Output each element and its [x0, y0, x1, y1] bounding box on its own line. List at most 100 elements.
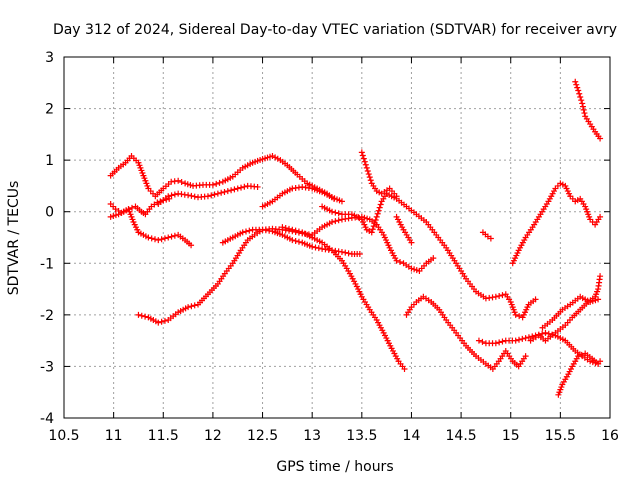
- series-track-5: [259, 183, 345, 210]
- data-point: [142, 313, 149, 320]
- data-point: [161, 235, 168, 242]
- data-point: [499, 338, 506, 345]
- data-point: [211, 191, 218, 198]
- data-point: [282, 225, 289, 232]
- data-point: [185, 192, 192, 199]
- data-point: [168, 192, 175, 199]
- data-point: [577, 93, 584, 100]
- data-point: [362, 161, 369, 168]
- data-point: [165, 234, 172, 241]
- data-point: [373, 213, 380, 220]
- data-point: [178, 179, 185, 186]
- data-point: [295, 228, 302, 235]
- data-point: [158, 318, 165, 325]
- data-point: [184, 181, 191, 188]
- data-point: [359, 152, 366, 159]
- data-point: [160, 197, 167, 204]
- data-point: [539, 330, 546, 337]
- data-point: [487, 235, 494, 242]
- data-point: [342, 249, 349, 256]
- data-point: [597, 358, 604, 365]
- data-point: [157, 198, 164, 205]
- data-point: [370, 223, 377, 230]
- y-tick-label: -4: [40, 411, 54, 427]
- y-axis-label: SDTVAR / TECUs: [6, 181, 22, 296]
- data-point: [338, 198, 345, 205]
- data-point: [575, 87, 582, 94]
- data-point: [274, 155, 281, 162]
- data-point: [581, 110, 588, 117]
- data-point: [188, 242, 195, 249]
- x-tick-label: 16: [601, 428, 619, 444]
- data-point: [525, 334, 532, 341]
- data-point: [224, 188, 231, 195]
- data-point: [372, 216, 379, 223]
- data-point: [363, 164, 370, 171]
- y-tick-label: 0: [45, 205, 54, 221]
- data-point: [155, 237, 162, 244]
- y-tick-label: 1: [45, 153, 54, 169]
- data-point: [269, 153, 276, 160]
- data-point: [587, 298, 594, 305]
- x-tick-label: 10.5: [48, 428, 79, 444]
- data-point: [367, 177, 374, 184]
- data-point: [168, 233, 175, 240]
- data-point: [573, 81, 580, 88]
- data-point: [580, 106, 587, 113]
- data-point: [208, 192, 215, 199]
- data-point: [545, 330, 552, 337]
- data-point: [358, 149, 365, 156]
- data-point: [430, 255, 437, 262]
- data-point: [214, 190, 221, 197]
- data-point: [576, 90, 583, 97]
- data-point: [411, 266, 418, 273]
- data-point: [161, 317, 168, 324]
- data-point: [254, 183, 261, 190]
- data-point: [309, 243, 316, 250]
- data-point: [492, 293, 499, 300]
- data-point: [542, 329, 549, 336]
- x-tick-label: 12: [204, 428, 222, 444]
- data-point: [496, 339, 503, 346]
- data-point: [413, 267, 420, 274]
- data-point: [171, 191, 178, 198]
- data-point: [597, 213, 604, 220]
- x-tick-label: 11.5: [148, 428, 179, 444]
- data-point: [578, 97, 585, 104]
- chart-title: Day 312 of 2024, Sidereal Day-to-day VTE…: [53, 22, 617, 38]
- data-point: [243, 228, 249, 235]
- data-point: [191, 193, 198, 200]
- series-track-8: [279, 224, 408, 373]
- data-point: [578, 351, 585, 358]
- data-point: [592, 297, 599, 304]
- series-track-10: [358, 149, 400, 200]
- data-point: [295, 238, 302, 245]
- data-point: [335, 217, 342, 224]
- data-point: [163, 196, 170, 203]
- series-track-15: [509, 180, 604, 267]
- data-point: [239, 229, 246, 236]
- plot-frame: [63, 56, 611, 419]
- data-point: [188, 192, 195, 199]
- series-track-7: [219, 226, 363, 258]
- data-point: [345, 250, 352, 257]
- data-point: [188, 303, 195, 310]
- data-point: [289, 237, 296, 244]
- data-point: [191, 302, 198, 309]
- data-point: [238, 184, 245, 191]
- x-tick-label: 12.5: [247, 428, 278, 444]
- data-point: [376, 204, 383, 211]
- x-axis-label: GPS time / hours: [276, 459, 393, 475]
- data-point: [158, 236, 165, 243]
- y-tick-label: -1: [40, 256, 54, 272]
- data-point: [374, 210, 381, 217]
- data-point: [512, 337, 519, 344]
- data-point: [401, 366, 408, 373]
- data-point: [279, 224, 286, 231]
- data-point: [152, 236, 158, 243]
- data-point: [315, 245, 322, 252]
- data-point: [356, 251, 363, 258]
- series-track-11: [403, 293, 529, 373]
- x-tick-label: 14: [403, 428, 421, 444]
- data-point: [289, 226, 296, 233]
